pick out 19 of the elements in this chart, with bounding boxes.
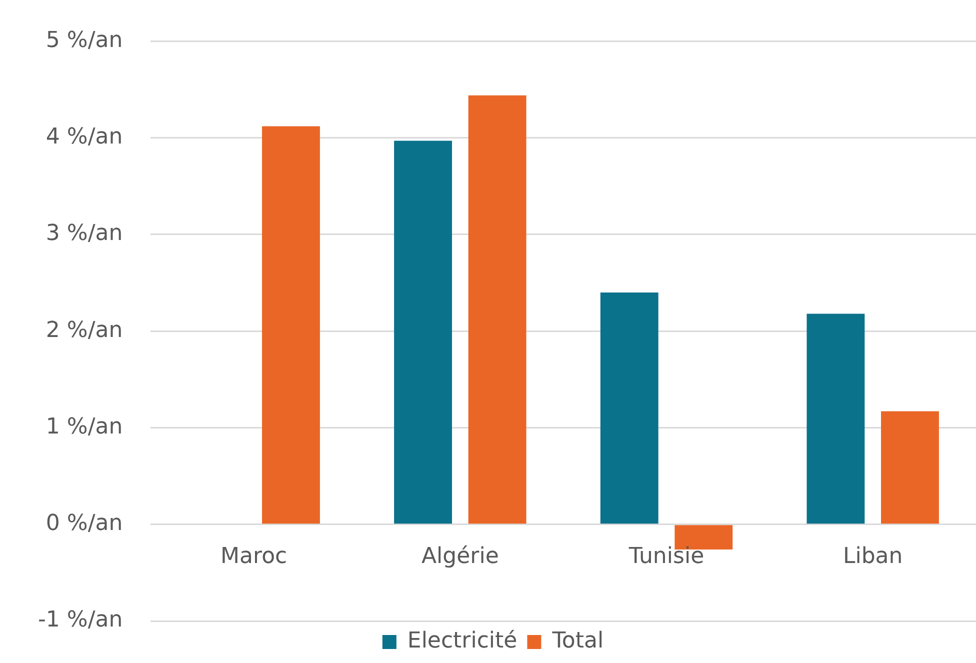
- y-tick-label: 4 %/an: [46, 124, 123, 150]
- bar: [394, 140, 452, 524]
- bar: [600, 292, 658, 524]
- legend-label: Total: [551, 628, 604, 654]
- x-tick-label: Maroc: [220, 544, 288, 570]
- bar: [806, 314, 865, 524]
- y-tick-label: 0 %/an: [46, 511, 123, 536]
- y-tick-label: 2 %/an: [46, 318, 123, 343]
- y-tick-label: -1 %/an: [38, 608, 123, 633]
- y-tick-label: 3 %/an: [46, 221, 123, 246]
- y-tick-label: 1 %/an: [46, 414, 123, 440]
- x-tick-label: Liban: [842, 544, 903, 570]
- y-tick-label: 5 %/an: [46, 28, 123, 53]
- x-tick-label: Tunisie: [628, 544, 704, 570]
- bar: [881, 411, 939, 524]
- x-tick-label: Algérie: [421, 544, 499, 570]
- legend-label: Electricité: [407, 628, 518, 654]
- bar: [262, 126, 320, 524]
- bar: [468, 95, 526, 524]
